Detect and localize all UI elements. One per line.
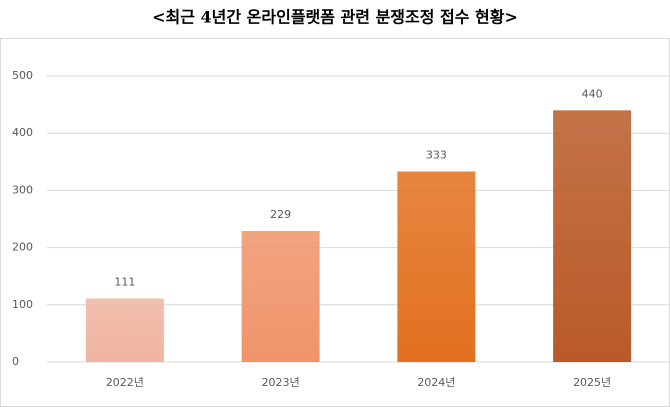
- x-tick-label: 2024년: [417, 376, 455, 389]
- data-label: 440: [582, 87, 603, 100]
- bar: [85, 298, 164, 362]
- data-label: 333: [426, 149, 447, 162]
- y-tick-label: 0: [12, 355, 19, 368]
- bar: [241, 231, 320, 362]
- x-tick-label: 2025년: [573, 376, 611, 389]
- x-tick-label: 2022년: [106, 376, 144, 389]
- bar: [397, 171, 476, 362]
- bar: [553, 110, 632, 362]
- chart-title: <최근 4년간 온라인플랫폼 관련 분쟁조정 접수 현황>: [152, 8, 518, 27]
- y-tick-label: 500: [12, 69, 33, 82]
- y-tick-label: 100: [12, 298, 33, 311]
- data-label: 229: [270, 208, 291, 221]
- y-tick-label: 200: [12, 241, 33, 254]
- y-tick-label: 300: [12, 183, 33, 196]
- x-tick-label: 2023년: [262, 376, 300, 389]
- data-label: 111: [114, 276, 135, 289]
- y-tick-label: 400: [12, 126, 33, 139]
